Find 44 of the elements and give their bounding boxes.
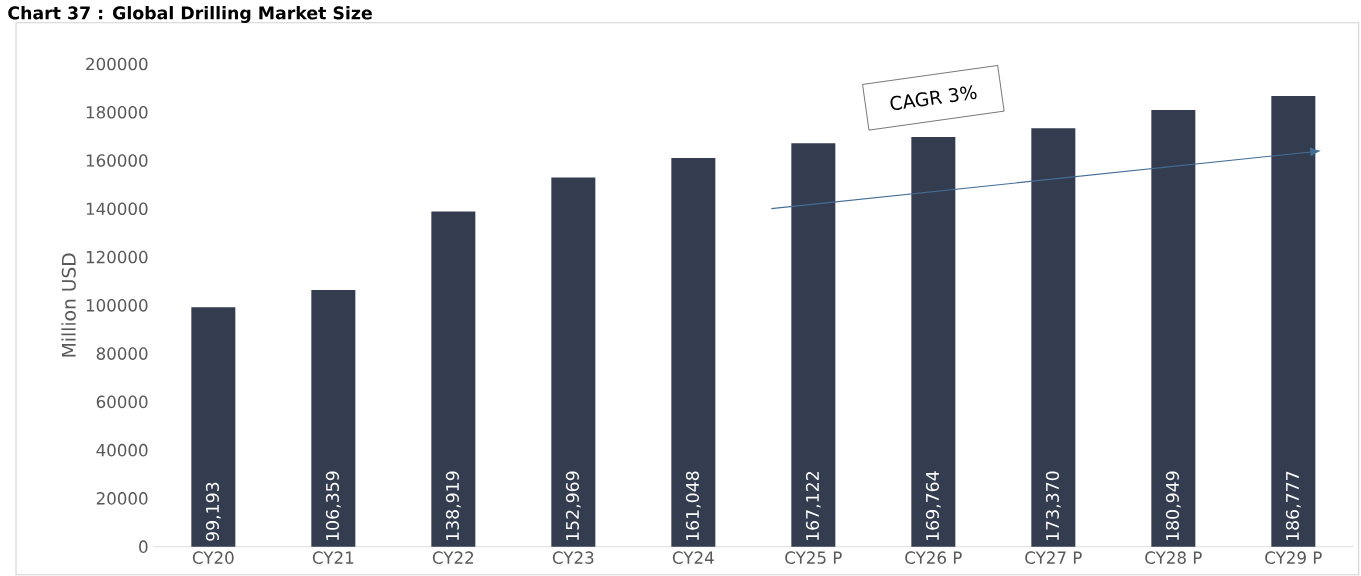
data-label: 161,048 [685,471,701,541]
data-label: 180,949 [1165,471,1181,541]
x-tick-label: CY21 [312,551,354,564]
x-tick-label: CY27 P [1025,551,1082,564]
y-tick-label: 20000 [96,492,148,505]
bar [911,136,956,547]
y-tick-label: 160000 [86,154,148,167]
data-label: 186,777 [1285,471,1301,541]
x-tick-label: CY29 P [1265,551,1322,564]
y-tick-label: 80000 [96,347,148,360]
y-tick-label: 60000 [96,395,148,409]
bar [551,177,596,547]
y-tick-label: 200000 [86,57,148,71]
data-label: 138,919 [445,471,461,541]
data-label: 169,764 [925,471,941,541]
data-label: 173,370 [1045,471,1061,541]
y-tick-label: 40000 [96,443,148,457]
x-tick-label: CY26 P [905,551,962,564]
y-axis-title: Million USD [61,253,76,357]
bar [1031,128,1076,547]
x-tick-label: CY28 P [1145,551,1202,564]
y-tick-label: 180000 [86,105,148,119]
data-label: 99,193 [205,482,221,541]
data-label: 167,122 [805,472,821,541]
x-tick-label: CY24 [672,551,714,564]
data-label: 152,969 [565,471,581,541]
bar [671,158,716,547]
bar [1271,95,1316,547]
x-tick-label: CY25 P [785,551,842,564]
y-tick-label: 0 [139,540,148,553]
chart-title: Chart 37 : Global Drilling Market Size [8,6,372,23]
bar [431,211,476,547]
x-tick-label: CY20 [192,551,234,564]
x-tick-label: CY22 [432,551,474,564]
y-tick-label: 100000 [86,299,148,312]
y-tick-label: 120000 [86,250,148,264]
bar [191,307,236,547]
y-tick-label: 140000 [86,202,148,216]
bar [311,289,356,547]
bar [791,143,836,547]
annotation: CAGR 3% [890,85,977,110]
x-tick-label: CY23 [552,551,594,564]
bar [1151,109,1196,547]
data-label: 106,359 [325,471,341,541]
